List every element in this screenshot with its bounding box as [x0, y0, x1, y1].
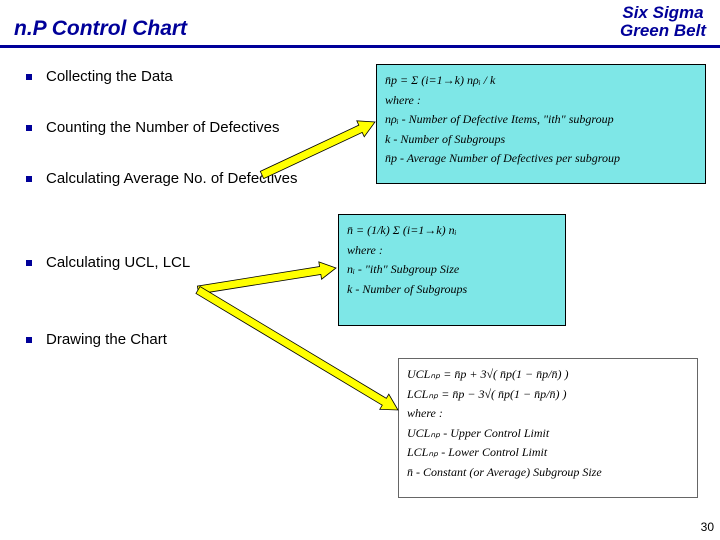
- formula-def: LCLₙₚ - Lower Control Limit: [407, 443, 689, 462]
- formula-eq: UCLₙₚ = n̄p + 3√( n̄p(1 − n̄p/n̄) ): [407, 365, 689, 384]
- bullet-item: Drawing the Chart: [26, 331, 346, 350]
- formula-where: where :: [347, 241, 557, 260]
- formula-def: n̄p - Average Number of Defectives per s…: [385, 149, 697, 168]
- formula-def: UCLₙₚ - Upper Control Limit: [407, 424, 689, 443]
- bullet-item: Calculating UCL, LCL: [26, 254, 346, 273]
- page-number: 30: [701, 520, 714, 534]
- formula-eq: n̄p = Σ (i=1→k) nρᵢ / k: [385, 71, 697, 90]
- bullet-item: Collecting the Data: [26, 68, 346, 87]
- bullet-item: Counting the Number of Defectives: [26, 119, 346, 138]
- slide-title: n.P Control Chart: [14, 17, 187, 41]
- formula-where: where :: [407, 404, 689, 423]
- formula-def: n̄ - Constant (or Average) Subgroup Size: [407, 463, 689, 482]
- slide-header: n.P Control Chart Six Sigma Green Belt: [0, 0, 720, 48]
- formula-eq: n̄ = (1/k) Σ (i=1→k) nᵢ: [347, 221, 557, 240]
- brand-block: Six Sigma Green Belt: [620, 4, 706, 41]
- formula-where: where :: [385, 91, 697, 110]
- formula-eq: LCLₙₚ = n̄p − 3√( n̄p(1 − n̄p/n̄) ): [407, 385, 689, 404]
- formula-box-avg-n: n̄ = (1/k) Σ (i=1→k) nᵢ where : nᵢ - "it…: [338, 214, 566, 326]
- formula-def: k - Number of Subgroups: [385, 130, 697, 149]
- formula-box-avg-defectives: n̄p = Σ (i=1→k) nρᵢ / k where : nρᵢ - Nu…: [376, 64, 706, 184]
- bullet-item: Calculating Average No. of Defectives: [26, 170, 346, 189]
- formula-def: k - Number of Subgroups: [347, 280, 557, 299]
- formula-box-ucl-lcl: UCLₙₚ = n̄p + 3√( n̄p(1 − n̄p/n̄) ) LCLₙ…: [398, 358, 698, 498]
- formula-def: nρᵢ - Number of Defective Items, "ith" s…: [385, 110, 697, 129]
- brand-line1: Six Sigma: [620, 4, 706, 23]
- brand-line2: Green Belt: [620, 22, 706, 41]
- formula-def: nᵢ - "ith" Subgroup Size: [347, 260, 557, 279]
